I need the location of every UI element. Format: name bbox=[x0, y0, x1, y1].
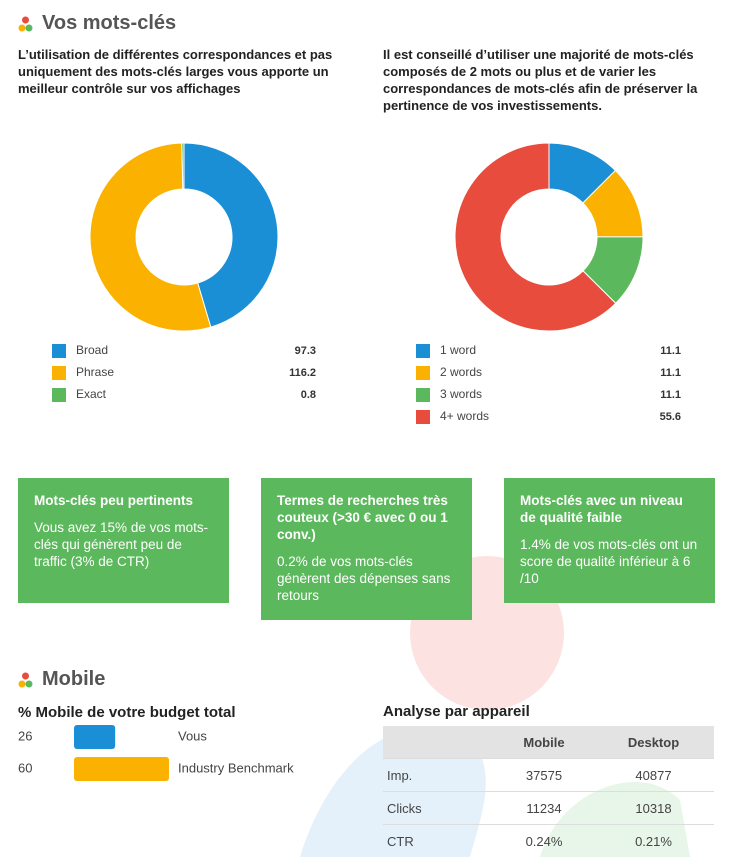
legend-swatch bbox=[416, 366, 430, 380]
bar bbox=[74, 725, 116, 749]
card-text: 1.4% de vos mots-clés ont un score de qu… bbox=[520, 537, 698, 586]
legend-value: 97.3 bbox=[295, 345, 316, 357]
table-cell: 11234 bbox=[495, 791, 593, 825]
table-cell: 37575 bbox=[495, 758, 593, 792]
legend-swatch bbox=[416, 388, 430, 402]
card-text: Vous avez 15% de vos mots-clés qui génèr… bbox=[34, 520, 209, 569]
pie-slice bbox=[89, 142, 212, 332]
legend-swatch bbox=[416, 344, 430, 358]
bar-label: Industry Benchmark bbox=[178, 760, 294, 775]
bar-label: Vous bbox=[178, 728, 207, 743]
table-wrap: Mobile Desktop Imp. 37575 40877 Clicks 11234 10… bbox=[383, 726, 714, 857]
legend-label: 1 word bbox=[440, 343, 476, 357]
chart-title: % Mobile de votre budget total bbox=[18, 704, 236, 721]
device-table: Mobile Desktop Imp. 37575 40877 Clicks 11234 10… bbox=[383, 726, 714, 857]
card-text: 0.2% de vos mots-clés génèrent des dépen… bbox=[277, 554, 451, 603]
table-cell: 0.21% bbox=[593, 824, 714, 857]
value-label: 26 bbox=[18, 728, 32, 743]
section-title: Mobile bbox=[42, 668, 106, 690]
info-card: Termes de recherches très couteux (>30 €… bbox=[261, 478, 472, 620]
table-title: Analyse par appareil bbox=[383, 703, 530, 720]
legend-swatch bbox=[52, 366, 66, 380]
header-cell bbox=[383, 726, 495, 759]
section-title: Vos mots-clés bbox=[42, 12, 177, 34]
card-title: Mots-clés avec un niveau de qualité faib… bbox=[520, 493, 683, 525]
header-cell: Desktop bbox=[593, 726, 714, 759]
legend-value: 11.1 bbox=[660, 345, 681, 357]
table-row: Clicks 11234 10318 bbox=[383, 791, 714, 825]
table-row: Imp. 37575 40877 bbox=[383, 758, 714, 792]
pie-slice bbox=[181, 142, 185, 190]
legend-value: 11.1 bbox=[660, 367, 681, 379]
card-title: Termes de recherches très couteux (>30 €… bbox=[277, 493, 448, 542]
paragraph: L’utilisation de différentes corresponda… bbox=[18, 47, 333, 96]
paragraph: Il est conseillé d’utiliser une majorité… bbox=[383, 47, 698, 113]
legend-label: Broad bbox=[76, 343, 108, 357]
legend-label: Exact bbox=[76, 387, 107, 401]
table-row: CTR 0.24% 0.21% bbox=[383, 824, 714, 857]
table-header: Mobile Desktop bbox=[383, 726, 714, 759]
bar bbox=[74, 757, 169, 781]
table-cell: CTR bbox=[383, 824, 495, 857]
legend-label: 3 words bbox=[440, 387, 482, 401]
pie-slice bbox=[183, 142, 279, 328]
header-cell: Mobile bbox=[495, 726, 593, 759]
legend-value: 0.8 bbox=[301, 389, 316, 401]
table-cell: 40877 bbox=[593, 758, 714, 792]
legend-label: Phrase bbox=[76, 365, 114, 379]
legend-label: 2 words bbox=[440, 365, 482, 379]
pie-slice bbox=[454, 142, 617, 332]
legend-swatch bbox=[52, 388, 66, 402]
legend-swatch bbox=[52, 344, 66, 358]
table-cell: Clicks bbox=[383, 791, 495, 825]
card-title: Mots-clés peu pertinents bbox=[34, 493, 194, 508]
table-cell: 0.24% bbox=[495, 824, 593, 857]
info-card: Mots-clés peu pertinents Vous avez 15% de… bbox=[18, 478, 229, 603]
value-label: 60 bbox=[18, 760, 32, 775]
legend-label: 4+ words bbox=[440, 409, 489, 423]
legend-value: 116.2 bbox=[289, 367, 316, 379]
table-cell: 10318 bbox=[593, 791, 714, 825]
info-card: Mots-clés avec un niveau de qualité faib… bbox=[504, 478, 715, 603]
legend-swatch bbox=[416, 410, 430, 424]
table-cell: Imp. bbox=[383, 758, 495, 792]
legend-value: 11.1 bbox=[660, 389, 681, 401]
legend-value: 55.6 bbox=[660, 411, 681, 423]
